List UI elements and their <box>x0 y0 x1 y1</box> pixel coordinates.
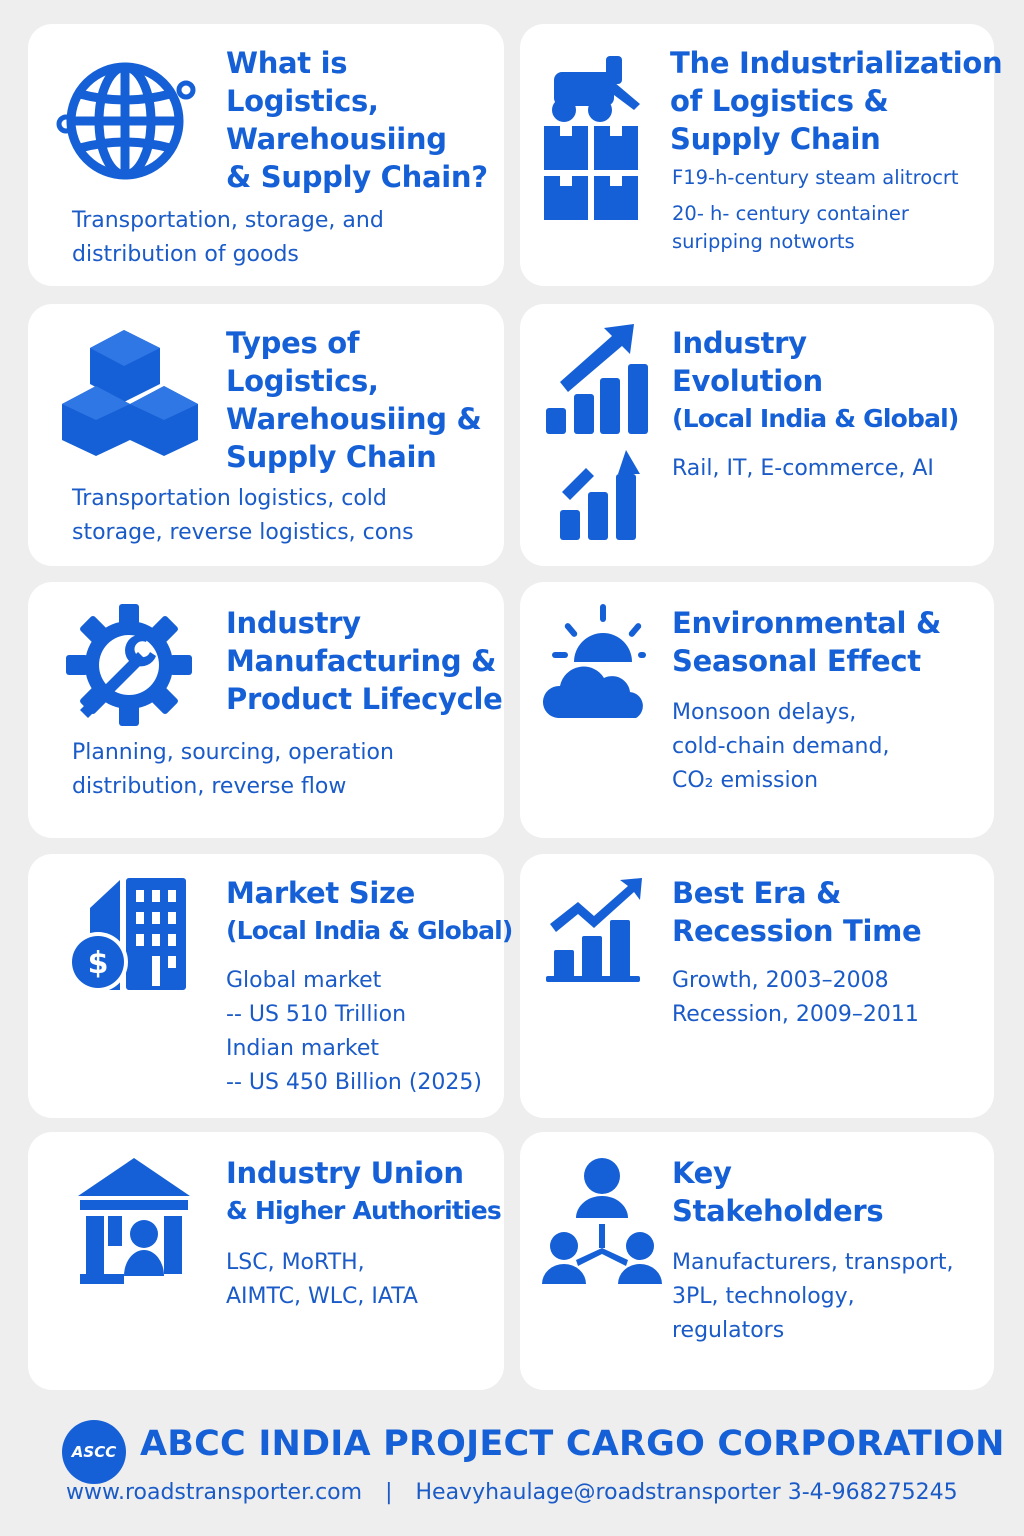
stakeholders-network-icon <box>540 1156 664 1286</box>
card-title: The Industrialization of Logistics & Sup… <box>670 46 1003 156</box>
card-description: Rail, IT, E-commerce, AI <box>672 456 934 481</box>
card-description: Transportation, storage, and distributio… <box>72 208 384 267</box>
trend-chart-icon <box>544 876 646 984</box>
card-title: Environmental & Seasonal Effect <box>672 606 941 678</box>
money-building-icon: $ <box>66 876 190 994</box>
institution-icon <box>76 1156 192 1288</box>
card-best-era-recession <box>520 854 994 1118</box>
card-title: Industry Manufacturing & Product Lifecyc… <box>226 606 503 716</box>
card-industry-union <box>28 1132 504 1390</box>
logo-text: ASCC <box>71 1443 117 1461</box>
card-description: Global market -- US 510 Trillion Indian … <box>226 968 483 1095</box>
card-description: Planning, sourcing, operation distributi… <box>72 740 394 799</box>
footer-separator: | <box>385 1480 393 1505</box>
growth-chart-icon <box>542 322 654 544</box>
card-description: LSC, MoRTH, AIMTC, WLC, IATA <box>226 1250 418 1309</box>
card-manufacturing-lifecycle <box>28 582 504 838</box>
svg-text:$: $ <box>88 946 109 981</box>
card-description: Growth, 2003–2008 Recession, 2009–2011 <box>672 968 919 1027</box>
card-description: Manufacturers, transport, 3PL, technolog… <box>672 1250 954 1343</box>
sun-cloud-icon <box>540 600 646 724</box>
footer-contact: www.roadstransporter.com | Heavyhaulage@… <box>66 1480 958 1505</box>
company-name: ABCC INDIA PROJECT CARGO CORPORATION <box>140 1424 1005 1464</box>
contact-email[interactable]: Heavyhaulage@roadstransporter 3-4-968275… <box>415 1480 958 1505</box>
card-description: Monsoon delays, cold-chain demand, CO₂ e… <box>672 700 890 793</box>
card-title: Best Era & Recession Time <box>672 876 922 948</box>
company-logo: ASCC <box>62 1420 126 1484</box>
gear-wrench-icon <box>64 602 194 728</box>
card-title: Types of Logistics, Warehousiing & Suppl… <box>226 326 482 474</box>
card-title: Key Stakeholders <box>672 1156 884 1228</box>
card-title: Industry Evolution (Local India & Global… <box>672 326 959 433</box>
card-description: Transportation logistics, cold storage, … <box>72 486 414 545</box>
globe-icon <box>54 50 196 192</box>
card-title: Industry Union & Higher Authorities <box>226 1156 502 1225</box>
card-title: What is Logistics, Warehousiing & Supply… <box>226 46 488 194</box>
website-link[interactable]: www.roadstransporter.com <box>66 1480 363 1505</box>
boxes-icon <box>60 326 200 456</box>
card-description: F19-h-century steam alitrocrt 20- h- cen… <box>672 166 959 253</box>
card-title: Market Size (Local India & Global) <box>226 876 513 945</box>
truck-boxes-icon <box>540 52 650 224</box>
